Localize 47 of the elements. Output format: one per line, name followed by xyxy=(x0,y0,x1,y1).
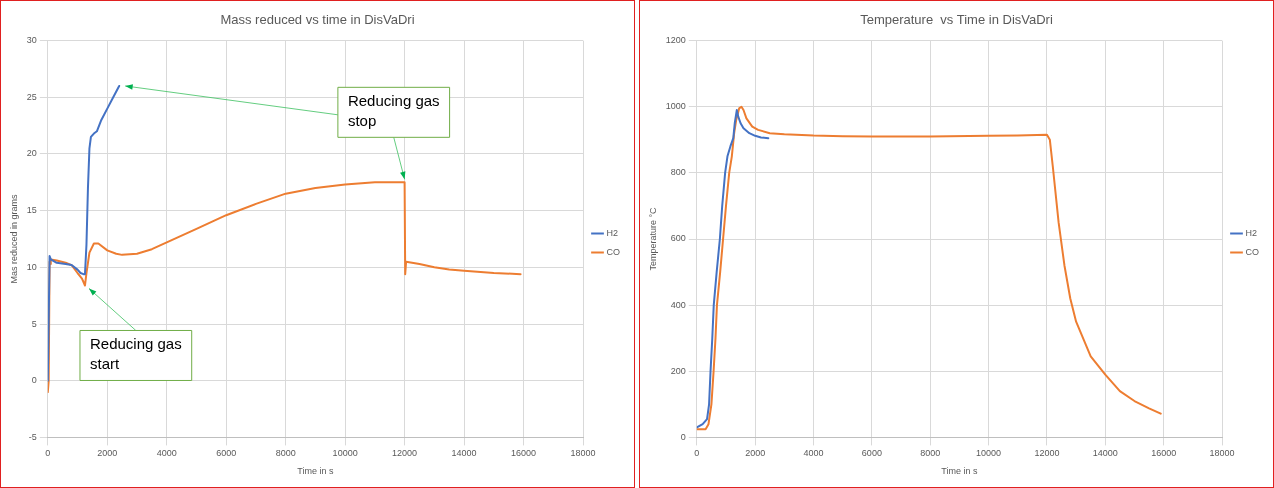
x-tick-label: 0 xyxy=(694,448,700,459)
y-tick-label: 25 xyxy=(26,91,37,102)
y-tick-label: 10 xyxy=(26,261,37,272)
legend-label: CO xyxy=(1245,246,1259,257)
y-tick-label: 15 xyxy=(26,205,37,216)
annotation: Reducing gas start xyxy=(89,335,182,373)
y-axis-title: Temperature °C xyxy=(647,206,658,271)
chart-title: Temperature vs Time in DisVaDri xyxy=(860,12,1053,28)
x-tick-label: 4000 xyxy=(156,448,177,459)
x-tick-label: 18000 xyxy=(1209,448,1235,459)
legend-label: H2 xyxy=(1245,227,1258,238)
y-tick-label: 1000 xyxy=(665,101,686,112)
x-tick-label: 8000 xyxy=(275,448,296,459)
x-tick-label: 0 xyxy=(45,448,51,459)
y-tick-label: 400 xyxy=(670,299,686,310)
y-tick-label: 30 xyxy=(26,35,37,46)
annotation: Reducing gas stop xyxy=(347,91,440,129)
y-tick-label: 1200 xyxy=(665,35,686,46)
x-tick-label: 4000 xyxy=(803,448,824,459)
legend-label: H2 xyxy=(606,227,619,238)
chart-title: Mass reduced vs time in DisVaDri xyxy=(220,12,415,28)
x-tick-label: 6000 xyxy=(861,448,882,459)
x-tick-label: 16000 xyxy=(1151,448,1177,459)
y-tick-label: 20 xyxy=(26,148,37,159)
x-axis-title: Time in s xyxy=(297,466,334,477)
y-tick-label: 200 xyxy=(670,365,686,376)
y-tick-label: 5 xyxy=(31,318,37,329)
x-tick-label: 2000 xyxy=(97,448,118,459)
legend-label: CO xyxy=(606,246,620,257)
x-tick-label: 10000 xyxy=(332,448,358,459)
y-tick-label: 0 xyxy=(31,375,37,386)
y-axis-title: Mas reduced in grams xyxy=(8,193,19,284)
x-tick-label: 16000 xyxy=(511,448,537,459)
x-tick-label: 12000 xyxy=(392,448,418,459)
x-tick-label: 14000 xyxy=(1092,448,1118,459)
x-tick-label: 14000 xyxy=(451,448,477,459)
x-tick-label: 2000 xyxy=(745,448,766,459)
y-tick-label: 600 xyxy=(670,233,686,244)
y-tick-label: 0 xyxy=(680,431,686,442)
x-tick-label: 12000 xyxy=(1034,448,1060,459)
x-tick-label: 6000 xyxy=(216,448,237,459)
y-tick-label: -5 xyxy=(28,431,37,442)
x-tick-label: 8000 xyxy=(920,448,941,459)
x-tick-label: 18000 xyxy=(570,448,596,459)
y-tick-label: 800 xyxy=(670,167,686,178)
x-tick-label: 10000 xyxy=(976,448,1002,459)
x-axis-title: Time in s xyxy=(941,466,978,477)
